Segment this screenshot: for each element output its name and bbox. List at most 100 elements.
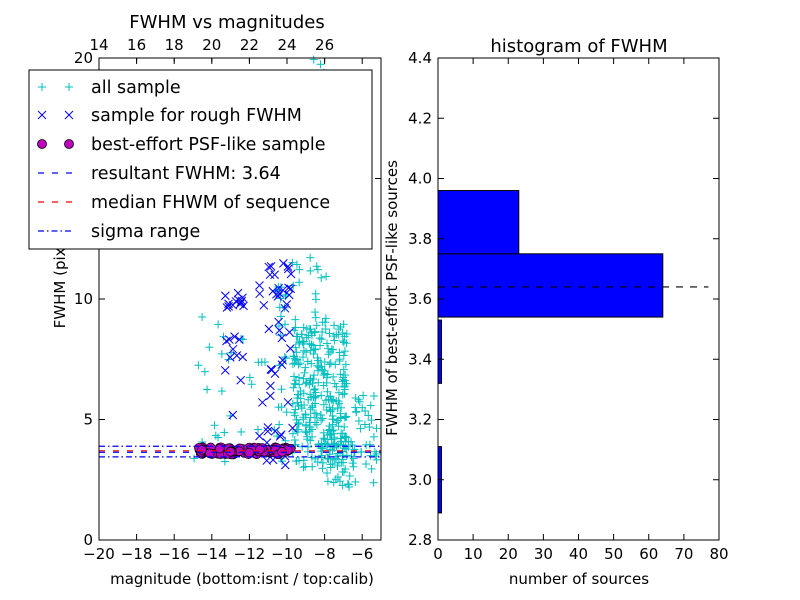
point-plus [312, 420, 321, 429]
point-plus [304, 442, 313, 451]
point-plus [290, 408, 299, 417]
point-plus [323, 468, 332, 477]
point-plus [322, 272, 331, 281]
point-plus [322, 373, 331, 382]
point-plus [288, 360, 297, 369]
legend-label: sample for rough FWHM [91, 106, 302, 126]
point-plus [291, 315, 300, 324]
point-x [265, 270, 275, 280]
point-x [285, 344, 295, 353]
point-plus [340, 332, 349, 341]
point-plus [318, 328, 327, 337]
scatter-title: FWHM vs magnitudes [129, 12, 324, 33]
point-plus [318, 414, 327, 423]
point-plus [331, 454, 340, 463]
point-plus [369, 432, 378, 441]
point-plus [335, 348, 344, 357]
legend-box [28, 69, 373, 250]
y-tick-label: 4.0 [408, 170, 432, 188]
histogram-y-axis-ticks: 2.8 3.0 3.2 3.4 3.6 3.8 4.0 4.2 4.4 [408, 49, 719, 549]
point-x [274, 283, 284, 293]
point-plus [297, 330, 306, 339]
x-tick-label: −6 [351, 545, 373, 563]
point-plus [309, 385, 318, 394]
point-plus [329, 478, 338, 487]
point-plus [307, 425, 316, 434]
point-plus [339, 468, 348, 477]
point-x [267, 365, 277, 375]
point-plus [317, 391, 326, 400]
point-plus [348, 441, 357, 450]
point-x [284, 283, 293, 293]
point-plus [317, 335, 326, 344]
point-plus [306, 374, 315, 383]
point-plus [370, 447, 379, 456]
point-plus [280, 352, 289, 361]
legend-item-sigma-range: sigma range [38, 222, 200, 242]
histogram-bars-layer [437, 190, 664, 514]
point-plus [301, 363, 310, 372]
histogram-panel: 0 10 20 30 40 50 60 70 80 2.8 3.0 3.2 3.4 3.6 3.8 4.0 4… [383, 36, 729, 588]
point-x [263, 426, 273, 436]
point-plus [362, 440, 371, 449]
point-plus [295, 278, 304, 287]
point-plus [341, 360, 350, 369]
point-x [280, 303, 290, 313]
point-x [239, 301, 248, 311]
point-plus [323, 477, 332, 486]
point-x [284, 290, 294, 300]
point-plus [289, 383, 298, 392]
y-tick-label: 4.2 [408, 109, 432, 127]
point-plus [274, 322, 283, 331]
histogram-bar [437, 319, 443, 384]
x-tick-label: 30 [534, 545, 553, 563]
point-x [258, 398, 267, 407]
point-plus [323, 339, 332, 348]
point-plus [330, 379, 339, 388]
point-plus [340, 422, 349, 431]
point-plus [245, 373, 254, 382]
point-x [238, 352, 248, 362]
scatter-y-axis-label: FWHM (pix) [51, 242, 69, 329]
point-plus [282, 408, 291, 417]
point-plus [308, 462, 317, 471]
point-plus [352, 408, 361, 417]
point-plus [313, 361, 322, 370]
point-plus [319, 434, 328, 443]
x-tick-label: −20 [83, 545, 115, 563]
legend-label: best-effort PSF-like sample [91, 135, 326, 155]
point-plus [329, 426, 338, 435]
point-plus [302, 378, 311, 387]
point-plus [214, 320, 223, 329]
point-plus [293, 425, 302, 434]
point-plus [237, 427, 246, 436]
point-x [266, 262, 276, 271]
point-plus [306, 325, 315, 334]
point-plus [358, 403, 367, 412]
point-plus [292, 456, 301, 465]
point-plus [304, 395, 313, 404]
point-plus [333, 462, 342, 471]
point-x [275, 325, 284, 335]
point-x [266, 381, 275, 391]
point-plus [299, 337, 308, 346]
legend-item-median-fwhm: median FHWM of sequence [38, 193, 330, 213]
point-plus [295, 380, 304, 389]
point-plus [217, 349, 226, 358]
point-x [221, 291, 230, 301]
point-plus [320, 369, 329, 378]
point-plus [217, 387, 226, 396]
point-plus [336, 409, 345, 418]
x-tick-label: 80 [709, 545, 728, 563]
point-x [283, 397, 293, 407]
point-plus [299, 323, 308, 332]
point-plus [299, 415, 308, 424]
point-x [286, 269, 296, 279]
point-plus [254, 425, 263, 434]
point-plus [356, 424, 365, 433]
point-plus [319, 400, 328, 409]
point-x [264, 262, 274, 272]
point-plus [338, 447, 347, 456]
point-plus [302, 420, 311, 429]
